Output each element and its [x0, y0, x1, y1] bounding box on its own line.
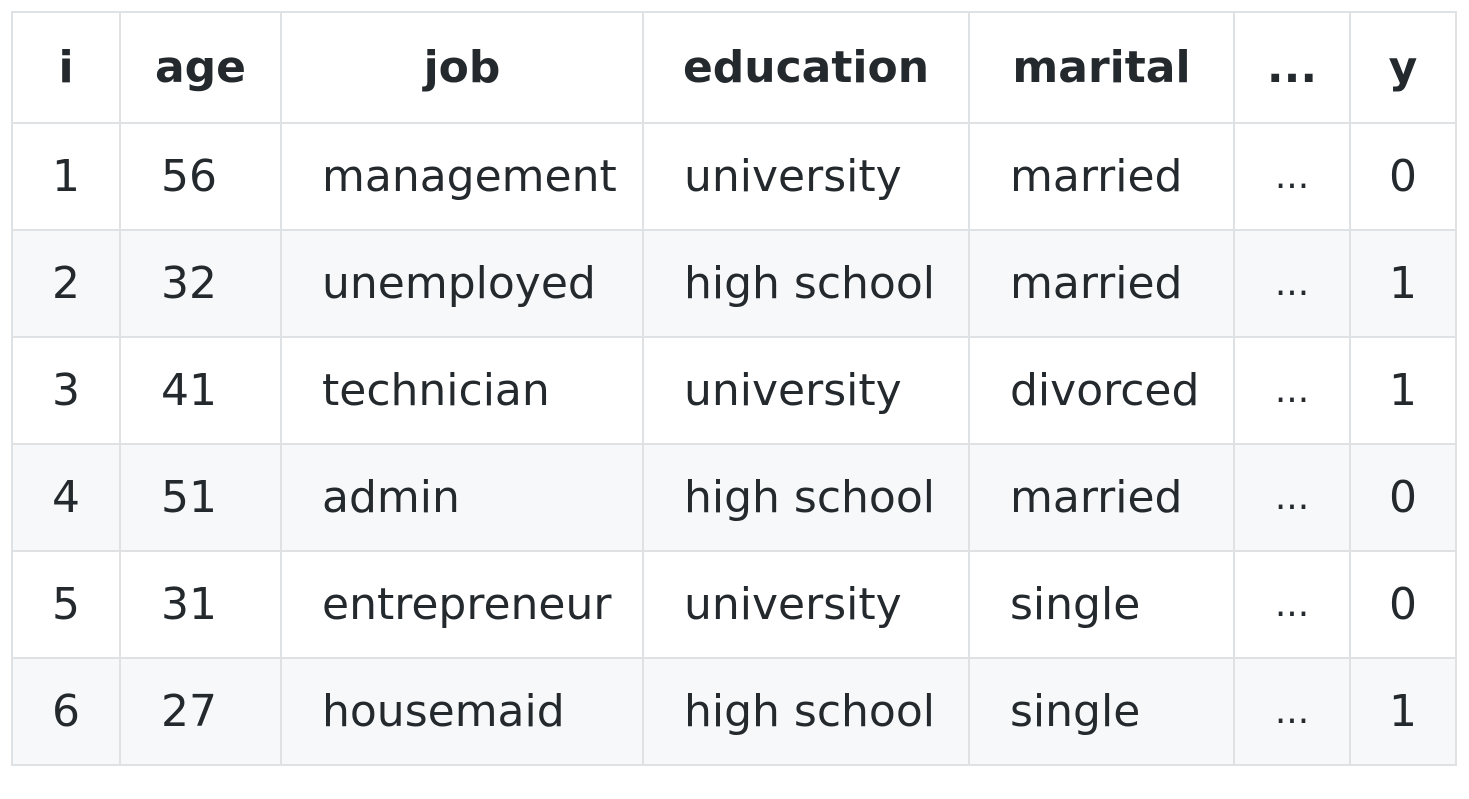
cell-education: high school — [642, 443, 970, 552]
cell-education: university — [642, 122, 970, 231]
table-row: 1 56 management university married ... 0 — [11, 122, 1457, 231]
header-row: i age job education marital ... y — [11, 11, 1457, 124]
header-ellipsis: ... — [1233, 11, 1351, 124]
cell-ellipsis: ... — [1233, 657, 1351, 766]
cell-job: housemaid — [280, 657, 644, 766]
cell-marital: single — [968, 657, 1235, 766]
header-i: i — [11, 11, 121, 124]
cell-i: 6 — [11, 657, 121, 766]
header-age: age — [119, 11, 282, 124]
cell-y: 1 — [1349, 229, 1457, 338]
cell-i: 3 — [11, 336, 121, 445]
cell-job: technician — [280, 336, 644, 445]
cell-ellipsis: ... — [1233, 229, 1351, 338]
cell-y: 0 — [1349, 550, 1457, 659]
cell-age: 32 — [119, 229, 282, 338]
cell-age: 56 — [119, 122, 282, 231]
cell-y: 0 — [1349, 122, 1457, 231]
cell-marital: divorced — [968, 336, 1235, 445]
cell-y: 1 — [1349, 336, 1457, 445]
header-marital: marital — [968, 11, 1235, 124]
cell-marital: married — [968, 229, 1235, 338]
cell-i: 4 — [11, 443, 121, 552]
cell-marital: single — [968, 550, 1235, 659]
cell-i: 5 — [11, 550, 121, 659]
header-job: job — [280, 11, 644, 124]
cell-i: 2 — [11, 229, 121, 338]
cell-marital: married — [968, 122, 1235, 231]
cell-ellipsis: ... — [1233, 122, 1351, 231]
cell-job: entrepreneur — [280, 550, 644, 659]
cell-job: management — [280, 122, 644, 231]
cell-education: university — [642, 336, 970, 445]
table-row: 4 51 admin high school married ... 0 — [11, 443, 1457, 552]
cell-y: 0 — [1349, 443, 1457, 552]
data-table: i age job education marital ... y 1 56 m… — [11, 11, 1457, 766]
cell-ellipsis: ... — [1233, 336, 1351, 445]
table-row: 5 31 entrepreneur university single ... … — [11, 550, 1457, 659]
cell-education: high school — [642, 229, 970, 338]
header-education: education — [642, 11, 970, 124]
cell-ellipsis: ... — [1233, 443, 1351, 552]
header-y: y — [1349, 11, 1457, 124]
table-row: 3 41 technician university divorced ... … — [11, 336, 1457, 445]
cell-job: admin — [280, 443, 644, 552]
table-row: 6 27 housemaid high school single ... 1 — [11, 657, 1457, 766]
cell-education: university — [642, 550, 970, 659]
cell-y: 1 — [1349, 657, 1457, 766]
cell-ellipsis: ... — [1233, 550, 1351, 659]
cell-age: 41 — [119, 336, 282, 445]
cell-job: unemployed — [280, 229, 644, 338]
cell-marital: married — [968, 443, 1235, 552]
cell-education: high school — [642, 657, 970, 766]
table-row: 2 32 unemployed high school married ... … — [11, 229, 1457, 338]
cell-age: 31 — [119, 550, 282, 659]
data-table-container: i age job education marital ... y 1 56 m… — [11, 11, 1457, 766]
cell-age: 27 — [119, 657, 282, 766]
cell-i: 1 — [11, 122, 121, 231]
cell-age: 51 — [119, 443, 282, 552]
